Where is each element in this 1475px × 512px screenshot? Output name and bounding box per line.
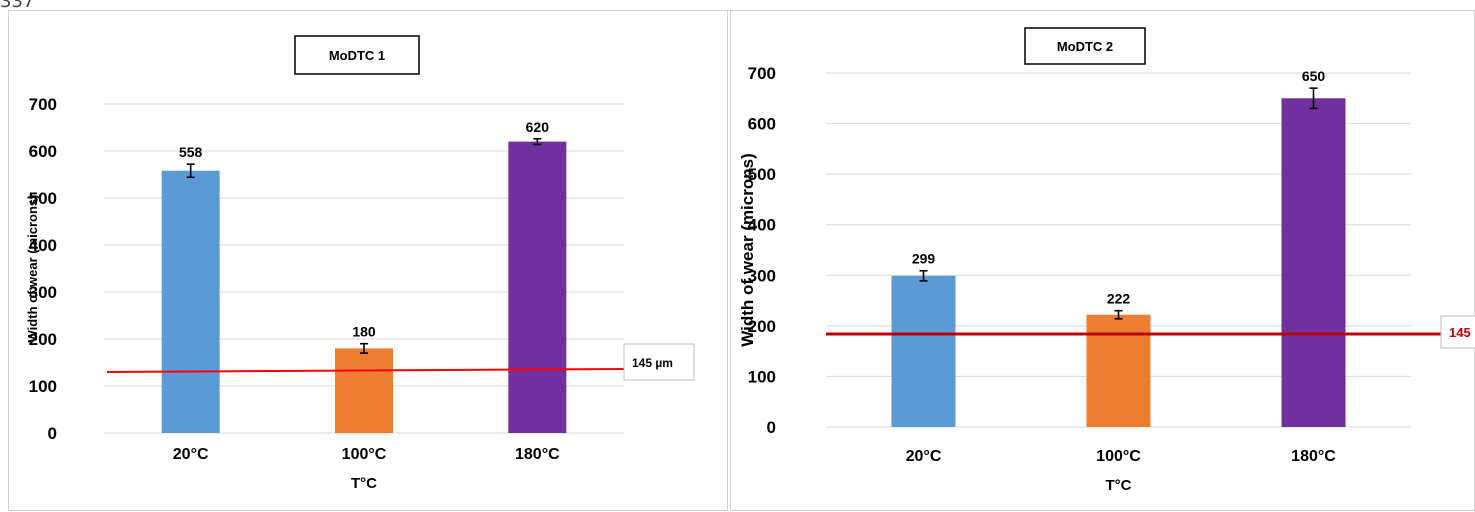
reference-label-box [1440, 315, 1475, 349]
chart-title-box [1024, 27, 1146, 65]
y-tick-label: 0 [48, 424, 57, 443]
data-label: 299 [912, 251, 936, 267]
reference-label: 145 µm [632, 356, 673, 370]
y-tick-label: 300 [29, 283, 57, 302]
x-tick-label: 180°C [1291, 448, 1336, 465]
y-tick-label: 700 [29, 95, 57, 114]
y-tick-label: 200 [748, 317, 776, 336]
y-tick-label: 600 [748, 115, 776, 134]
y-tick-label: 400 [29, 236, 57, 255]
bar-20°C [161, 170, 220, 434]
x-tick-label: 100°C [342, 446, 387, 463]
data-label: 180 [352, 324, 376, 340]
x-tick-label: 20°C [906, 448, 942, 465]
reference-label-box [623, 343, 695, 381]
y-tick-label: 0 [767, 418, 776, 437]
chart-title-box [294, 35, 420, 75]
bar-180°C [508, 141, 567, 433]
chart-panel-modtc-2: 0 100 200 300 400 500 600 700 299 20°C 222 100°C 650… [730, 10, 1475, 511]
bar-100°C [1086, 314, 1151, 427]
chart-modtc-1: 0 100 200 300 400 500 600 700 558 20°C 180 100°C 620… [25, 35, 695, 492]
x-tick-label: 20°C [173, 446, 209, 463]
y-axis-label: Width of wear (microns) [25, 195, 40, 343]
x-tick-label: 180°C [515, 446, 560, 463]
bar-20°C [891, 275, 956, 427]
chart-title: MoDTC 2 [1057, 39, 1113, 54]
y-tick-label: 400 [748, 216, 776, 235]
bar-180°C [1281, 98, 1346, 428]
reference-label: 145 µm [1449, 325, 1475, 340]
x-axis-label: T°C [351, 475, 377, 492]
y-tick-label: 700 [748, 64, 776, 83]
corner-page-number: 337 [0, 0, 35, 12]
y-tick-label: 600 [29, 142, 57, 161]
y-tick-label: 100 [748, 367, 776, 386]
x-axis-label: T°C [1106, 477, 1132, 494]
chart-title: MoDTC 1 [329, 48, 385, 63]
y-axis-label: Width of wear (microns) [738, 153, 757, 346]
data-label: 650 [1302, 68, 1326, 84]
y-tick-label: 300 [748, 266, 776, 285]
y-tick-label: 500 [29, 189, 57, 208]
data-label: 620 [526, 119, 550, 135]
y-tick-label: 100 [29, 377, 57, 396]
bar-100°C [335, 348, 393, 433]
chart-modtc-2: 0 100 200 300 400 500 600 700 299 20°C 222 100°C 650… [738, 27, 1475, 494]
x-tick-label: 100°C [1096, 448, 1141, 465]
y-tick-label: 200 [29, 330, 57, 349]
data-label: 558 [179, 144, 203, 160]
reference-line [106, 368, 625, 373]
y-tick-label: 500 [748, 165, 776, 184]
chart-panel-modtc-1: 0 100 200 300 400 500 600 700 558 20°C 180 100°C 620… [8, 10, 728, 511]
data-label: 222 [1107, 291, 1131, 307]
